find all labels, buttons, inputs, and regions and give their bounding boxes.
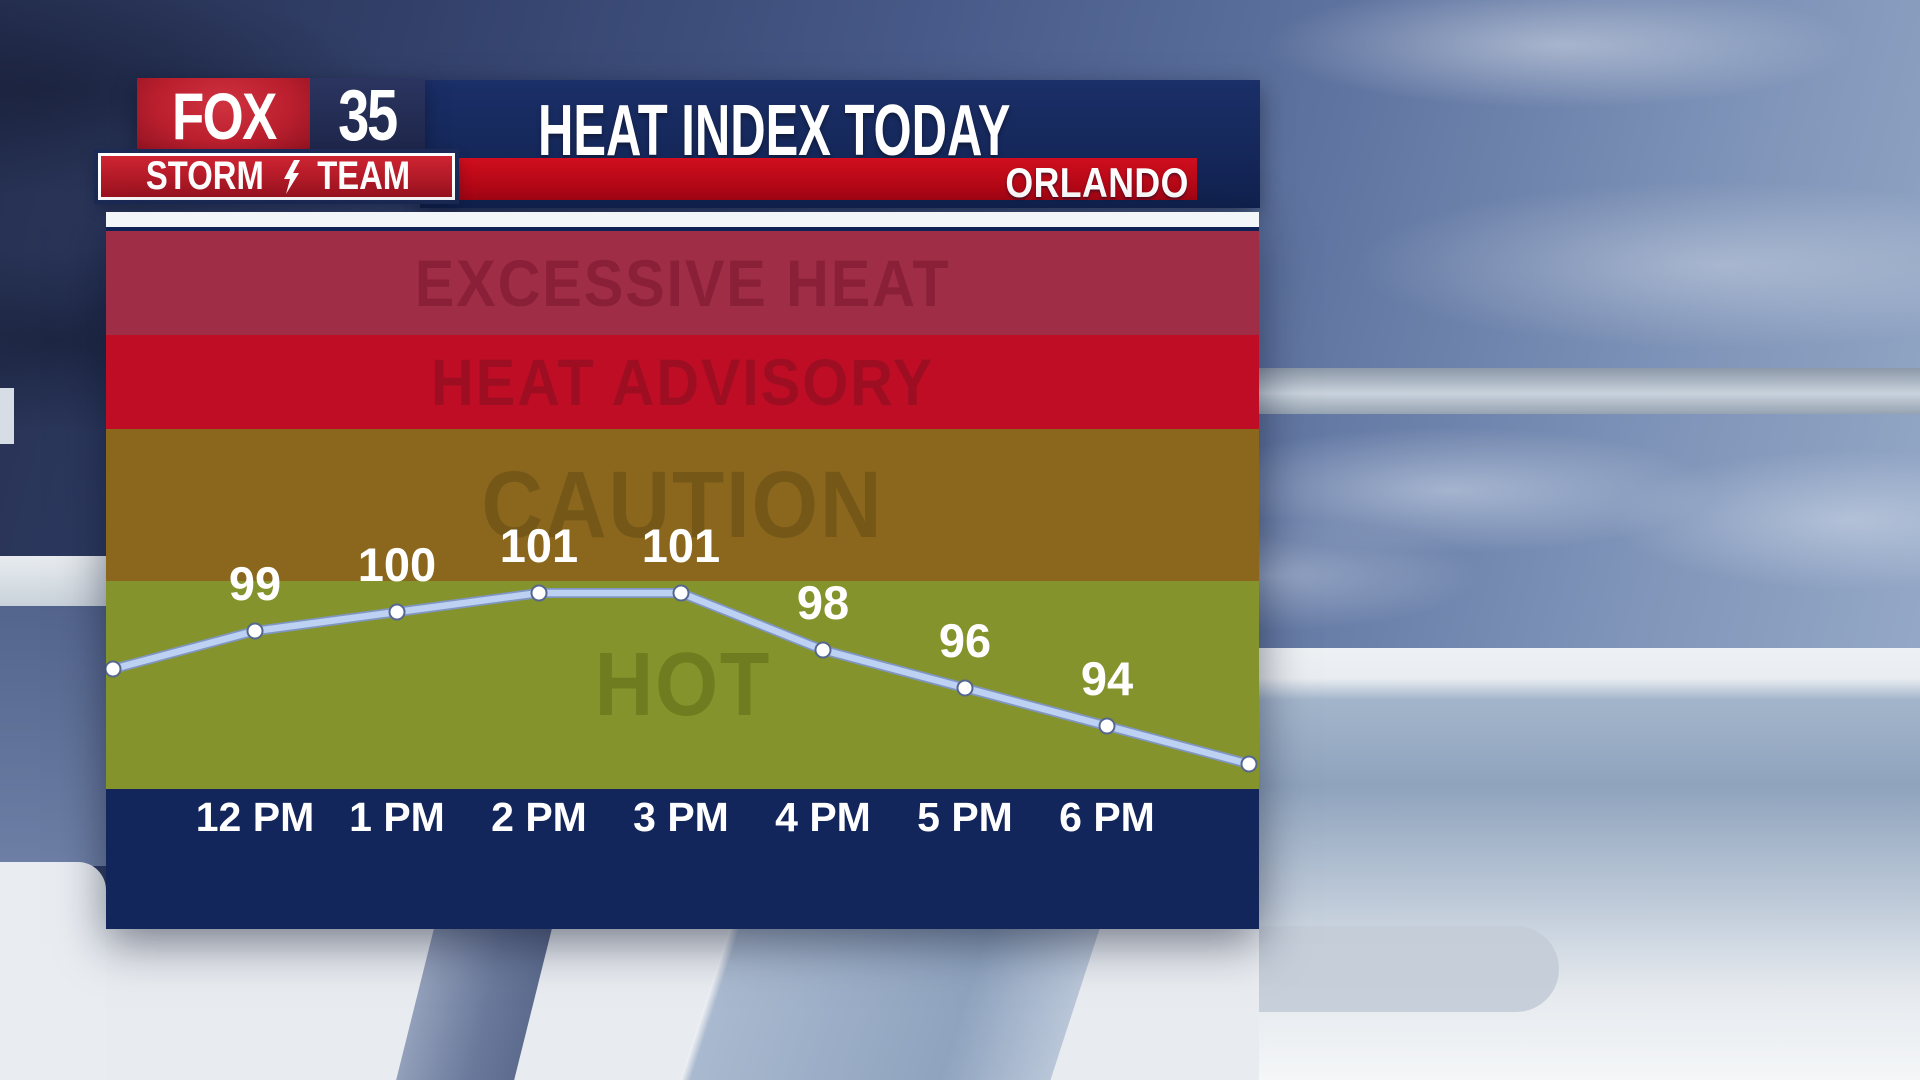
time-label: 3 PM xyxy=(633,794,729,840)
band-hot: HOT xyxy=(106,581,1259,789)
data-point-label: 98 xyxy=(797,576,849,629)
band-excessive-heat: EXCESSIVE HEAT xyxy=(106,231,1259,335)
time-label: 6 PM xyxy=(1059,794,1155,840)
data-point-label: 101 xyxy=(500,519,578,572)
time-axis: 12 PM 1 PM 2 PM 3 PM 4 PM 5 PM 6 PM xyxy=(106,789,1259,929)
band-label-heat-advisory: HEAT ADVISORY xyxy=(430,345,935,419)
time-label: 1 PM xyxy=(349,794,445,840)
risk-bands: EXCESSIVE HEAT HEAT ADVISORY CAUTION HOT… xyxy=(106,231,1259,789)
data-point-label: 94 xyxy=(1081,652,1133,705)
data-point xyxy=(388,603,406,621)
data-point-label: 99 xyxy=(229,557,281,610)
data-point-label: 101 xyxy=(642,519,720,572)
time-label: 12 PM xyxy=(195,794,315,840)
studio-beam xyxy=(1259,368,1920,414)
studio-wedge-light xyxy=(680,929,1100,1080)
band-label-caution: CAUTION xyxy=(481,451,884,558)
heat-index-line-chart: 99 100 101 101 98 96 94 xyxy=(106,519,1258,773)
data-point xyxy=(106,660,122,678)
data-point xyxy=(672,584,690,602)
studio-beam-left xyxy=(0,556,106,606)
channel-label: 35 xyxy=(338,75,399,156)
channel-badge: 35 xyxy=(310,76,425,156)
studio-floor-right xyxy=(1259,648,1920,1080)
team-label: TEAM xyxy=(316,154,410,198)
band-label-hot: HOT xyxy=(594,634,771,735)
storm-label: STORM xyxy=(145,154,264,198)
location-label: ORLANDO xyxy=(1005,159,1189,206)
data-point xyxy=(814,641,832,659)
time-label: 2 PM xyxy=(491,794,587,840)
studio-floor-band xyxy=(1259,926,1559,1012)
studio-floor-left xyxy=(0,862,106,1080)
heat-index-line xyxy=(112,589,1250,768)
location-bar: ORLANDO xyxy=(458,158,1197,206)
panel-top-rule xyxy=(106,227,1259,231)
data-point xyxy=(1240,755,1258,773)
data-point-label: 96 xyxy=(939,614,991,667)
heat-index-chart-panel: EXCESSIVE HEAT HEAT ADVISORY CAUTION HOT… xyxy=(106,212,1259,929)
fox-network-label: FOX xyxy=(171,78,277,153)
heat-index-line xyxy=(111,588,1251,769)
studio-wall-left xyxy=(0,606,106,866)
band-label-excessive-heat: EXCESSIVE HEAT xyxy=(414,246,951,320)
data-point-label: 100 xyxy=(358,538,436,591)
data-point xyxy=(530,584,548,602)
fox-network-badge: FOX xyxy=(137,78,310,153)
fox35-logo: FOX 35 xyxy=(137,76,425,156)
studio-edge-highlight xyxy=(0,388,14,444)
time-label: 5 PM xyxy=(917,794,1013,840)
data-point xyxy=(956,679,974,697)
time-label: 4 PM xyxy=(775,794,871,840)
page-title: HEAT INDEX TODAY xyxy=(538,91,1011,171)
panel-top-strip xyxy=(106,212,1259,227)
title-bar: HEAT INDEX TODAY ORLANDO xyxy=(420,80,1260,208)
data-point xyxy=(246,622,264,640)
data-point xyxy=(1098,717,1116,735)
band-caution: CAUTION xyxy=(106,429,1259,581)
storm-team-badge: STORM TEAM xyxy=(98,153,455,200)
band-heat-advisory: HEAT ADVISORY xyxy=(106,335,1259,429)
lightning-bolt-icon xyxy=(283,159,300,194)
